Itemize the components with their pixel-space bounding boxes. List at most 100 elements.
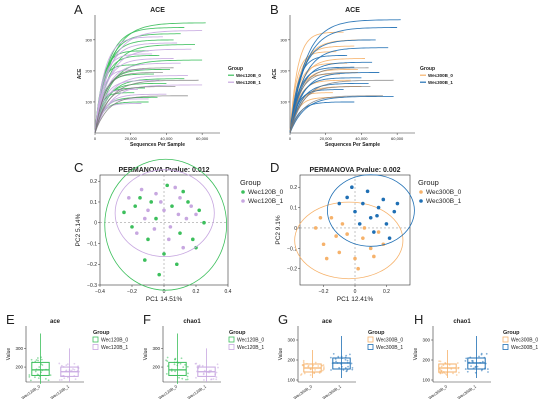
jitter-point	[210, 369, 212, 372]
jitter-point	[34, 370, 37, 373]
panel-d: D PERMANOVA Pvalue: 0.002−0.2−0.100.10.2−…	[270, 160, 462, 303]
data-point	[197, 208, 201, 213]
legend-label: Wec300B_0	[426, 189, 462, 196]
legend-swatch	[241, 199, 245, 203]
jitter-point	[182, 366, 185, 369]
jitter-point	[166, 365, 169, 368]
legend-swatch	[502, 336, 509, 343]
box	[31, 361, 50, 376]
jitter-point	[203, 369, 206, 372]
jitter-point	[208, 369, 211, 372]
jitter-point	[186, 365, 189, 368]
jitter-point	[38, 366, 41, 368]
box-wec300b_1: Wec300B_1	[321, 336, 354, 400]
rarefaction-curve	[94, 42, 178, 134]
data-point	[365, 189, 370, 194]
rarefaction-curve	[289, 51, 337, 134]
jitter-point	[179, 362, 182, 365]
data-point	[345, 195, 349, 200]
box	[168, 361, 187, 376]
legend-swatch	[228, 344, 235, 350]
series-wec120b_1	[94, 30, 203, 134]
panel-label-e: E	[6, 312, 15, 327]
data-point	[387, 236, 392, 240]
jitter-point	[314, 368, 317, 371]
data-point	[329, 215, 334, 220]
chart-title: PERMANOVA Pvalue: 0.002	[309, 167, 400, 174]
y-tick-label: 300	[280, 37, 287, 42]
jitter-point	[300, 374, 302, 376]
rarefaction-curve	[94, 44, 195, 134]
data-point	[189, 204, 193, 208]
series-wec300b_1	[327, 174, 415, 247]
data-point	[175, 262, 179, 267]
panel-label-h: H	[414, 312, 423, 327]
legend-label: Wec120B_0	[237, 338, 264, 344]
jitter-point	[28, 375, 31, 378]
legend-label: Wec120B_1	[101, 345, 128, 351]
y-tick-label: 100	[287, 378, 295, 383]
jitter-point	[330, 369, 332, 371]
legend-label: Wec300B_0	[376, 338, 403, 344]
jitter-point	[165, 359, 167, 362]
legend-title: Group	[503, 330, 520, 336]
jitter-point	[47, 379, 50, 382]
data-point	[184, 216, 189, 221]
y-axis-label: PC2 5.14%	[75, 213, 82, 246]
jitter-point	[195, 376, 197, 379]
axes: −0.2 −0.1 0 0.1 0.2 −0.2 0 0.2 PC1 12.41% PC2 9.1…	[275, 174, 411, 303]
jitter-point	[487, 371, 489, 373]
data-point	[337, 201, 342, 206]
data-point	[356, 266, 360, 271]
jitter-point	[439, 360, 442, 363]
jitter-point	[195, 362, 198, 365]
confidence-ellipse	[327, 174, 415, 247]
data-point	[178, 196, 182, 200]
box-wec120b_1: Wec120B_1	[186, 348, 219, 400]
data-point	[376, 205, 381, 210]
rarefaction-curve	[289, 95, 394, 134]
data-point	[162, 252, 166, 256]
grey-curves	[94, 67, 199, 134]
data-point	[384, 222, 389, 226]
jitter-point	[485, 352, 488, 355]
jitter-point	[314, 361, 317, 364]
jitter-point	[321, 369, 324, 372]
jitter-point	[345, 354, 348, 357]
legend-label: Wec300B_1	[376, 345, 403, 351]
jitter-point	[217, 366, 219, 369]
y-tick-label: 300	[15, 346, 23, 351]
jitter-point	[65, 364, 68, 367]
jitter-point	[457, 366, 459, 369]
jitter-point	[480, 369, 483, 372]
jitter-point	[186, 378, 189, 381]
data-point	[143, 258, 147, 262]
rarefaction-curve	[94, 95, 188, 134]
category-label: Wec120B_1	[186, 383, 207, 400]
y-tick-label: −0.2	[287, 267, 297, 273]
legend-title: Group	[368, 330, 385, 336]
jitter-point	[215, 378, 218, 381]
jitter-point	[215, 371, 218, 374]
data-point	[138, 196, 142, 200]
y-tick-label: 0.2	[290, 185, 297, 191]
legend-label: Wec300B_1	[511, 345, 538, 351]
legend-title: Group	[418, 178, 439, 187]
jitter-point	[210, 378, 213, 381]
data-point	[130, 225, 134, 229]
jitter-point	[321, 364, 324, 367]
data-point	[353, 256, 357, 261]
y-axis-label: Value	[6, 348, 12, 361]
data-point	[337, 250, 342, 255]
category-label: Wec300B_1	[321, 383, 342, 400]
data-point	[149, 200, 153, 204]
jitter-point	[322, 368, 325, 371]
rarefaction-curve	[289, 27, 398, 134]
panel-label-g: G	[278, 312, 288, 327]
category-label: Wec120B_1	[49, 383, 70, 400]
